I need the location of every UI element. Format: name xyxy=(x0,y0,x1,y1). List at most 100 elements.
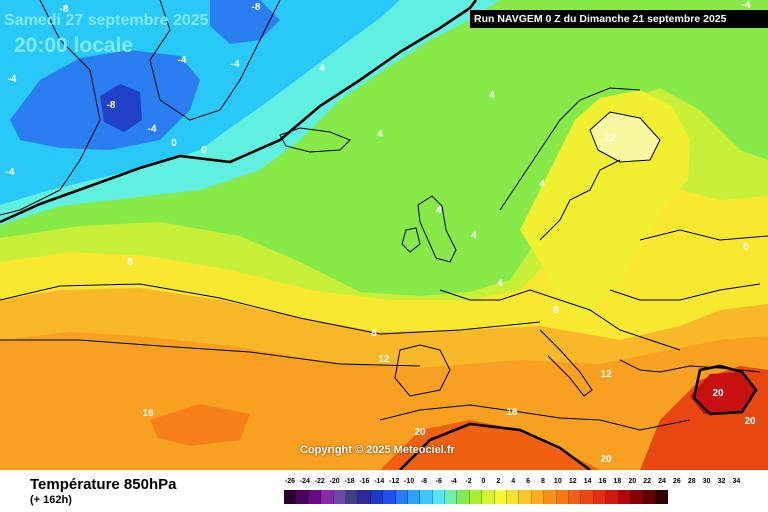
legend-tick: -16 xyxy=(359,478,370,485)
legend-tick: 16 xyxy=(598,478,607,485)
thin-isotherms xyxy=(0,111,768,367)
temperature-map: -8 -8 -4 -4 -4 -4 -8 -4 -4 0 0 4 4 4 12 4 4 4 4 0 8 8 8 12 12 20 1… xyxy=(0,0,768,470)
isotherm-label: 12 xyxy=(600,369,612,380)
legend-tick: 34 xyxy=(732,478,741,485)
legend-swatch xyxy=(345,490,359,504)
legend-swatch xyxy=(321,490,334,504)
legend-tick: 2 xyxy=(496,478,501,485)
isotherm-four-east xyxy=(639,229,768,241)
legend-swatch xyxy=(395,490,408,504)
field-scandinavia-core xyxy=(590,112,660,162)
sweden-coast xyxy=(539,159,621,241)
field-red-africa xyxy=(380,420,600,470)
map-footer: Température 850hPa (+ 162h) -26 -24 -22 -20… xyxy=(0,470,768,512)
legend-tick: -22 xyxy=(314,478,325,485)
field-blue-north xyxy=(210,0,280,44)
isotherm-label: 20 xyxy=(414,427,426,438)
legend-swatch xyxy=(296,490,309,504)
legend-swatch xyxy=(606,490,619,504)
italy xyxy=(539,329,593,397)
isotherm-label: 4 xyxy=(489,90,495,101)
isotherm-label: -4 xyxy=(742,0,751,11)
isotherm-label: 4 xyxy=(471,230,477,241)
legend-tick: 32 xyxy=(717,478,726,485)
legend-swatch xyxy=(457,490,470,504)
isotherm-twenty-east xyxy=(692,364,758,416)
ireland xyxy=(401,227,421,253)
isotherm-label: -4 xyxy=(231,59,240,70)
isotherm-label: 8 xyxy=(553,305,559,316)
legend-tick: 12 xyxy=(568,478,577,485)
legend-tick-labels: -26 -24 -22 -20 -18 -16 -14 -12 -10 -8 -6 -4 -2 0 2 4 6 8… xyxy=(284,478,744,488)
legend-swatch xyxy=(482,490,495,504)
legend-swatch xyxy=(643,490,656,504)
legend-swatch xyxy=(630,490,644,504)
greenland-east-coast xyxy=(149,0,281,121)
legend-swatch xyxy=(556,490,569,504)
isotherm-label: -4 xyxy=(178,55,187,66)
legend-swatch xyxy=(383,490,396,504)
legend-tick: 10 xyxy=(553,478,562,485)
legend-swatch xyxy=(544,490,557,504)
legend-tick: 20 xyxy=(628,478,637,485)
isotherm-label: 4 xyxy=(497,278,503,289)
isotherm-labels: -8 -8 -4 -4 -4 -4 -8 -4 -4 0 0 4 4 4 12 4 4 4 4 0 8 8 8 12 12 20 1… xyxy=(6,0,756,465)
legend-tick: 6 xyxy=(526,478,531,485)
legend-tick: -20 xyxy=(329,478,340,485)
isotherm-label: 4 xyxy=(436,205,442,216)
isotherm-label: 20 xyxy=(600,454,612,465)
legend-swatch xyxy=(445,490,458,504)
legend-tick: -12 xyxy=(389,478,400,485)
isotherm-label: 0 xyxy=(201,145,207,156)
isotherm-label: -8 xyxy=(107,100,116,111)
color-legend xyxy=(284,490,669,504)
legend-tick: -8 xyxy=(420,478,428,485)
isotherm-label: 12 xyxy=(378,354,390,365)
isotherm-label: 4 xyxy=(539,179,545,190)
forecast-date: Samedi 27 septembre 2025 xyxy=(4,12,209,29)
legend-tick: 8 xyxy=(541,478,545,485)
legend-swatch xyxy=(519,490,532,504)
legend-tick: 4 xyxy=(511,478,516,485)
field-darkblue xyxy=(100,84,142,132)
isotherm-eight xyxy=(0,283,541,335)
legend-tick: 26 xyxy=(672,478,681,485)
legend-tick: 30 xyxy=(702,478,711,485)
legend-tick: 28 xyxy=(687,478,696,485)
legend-tick: -6 xyxy=(435,478,442,485)
isotherm-label: -8 xyxy=(252,2,261,13)
isotherm-twelve-scandinavia xyxy=(589,111,661,163)
legend-tick: 22 xyxy=(643,478,651,485)
field-darkred-east xyxy=(690,372,756,414)
isotherm-label: 16 xyxy=(142,408,154,419)
isotherm-twelve xyxy=(0,339,421,367)
legend-tick: -14 xyxy=(374,478,385,485)
isotherm-label: 20 xyxy=(744,416,756,427)
legend-tick: -26 xyxy=(284,478,296,485)
legend-swatch xyxy=(308,490,322,504)
legend-swatch xyxy=(531,490,545,504)
legend-swatch xyxy=(568,490,582,504)
legend-tick: -2 xyxy=(465,478,472,485)
isotherm-label: 0 xyxy=(743,242,749,253)
lead-time: (+ 162h) xyxy=(30,494,72,506)
legend-swatch xyxy=(420,490,433,504)
copyright-notice: Copyright © 2025 Meteociel.fr xyxy=(300,444,455,456)
legend-swatch xyxy=(370,490,384,504)
legend-swatch xyxy=(407,490,421,504)
legend-swatch xyxy=(593,490,607,504)
iberia xyxy=(394,344,451,397)
norway-coast xyxy=(499,87,641,211)
isotherm-label: 20 xyxy=(712,388,724,399)
model-run-label: Run NAVGEM 0 Z du Dimanche 21 septembre … xyxy=(470,10,768,28)
legend-tick: 24 xyxy=(658,478,666,485)
legend-tick: 14 xyxy=(583,478,592,485)
isotherm-twenty-africa xyxy=(399,422,591,470)
legend-swatch xyxy=(581,490,594,504)
legend-tick: 18 xyxy=(613,478,622,485)
legend-tick: 0 xyxy=(481,478,486,485)
legend-swatch xyxy=(655,490,669,504)
legend-swatch xyxy=(507,490,520,504)
isotherm-label: 16 xyxy=(506,407,518,418)
